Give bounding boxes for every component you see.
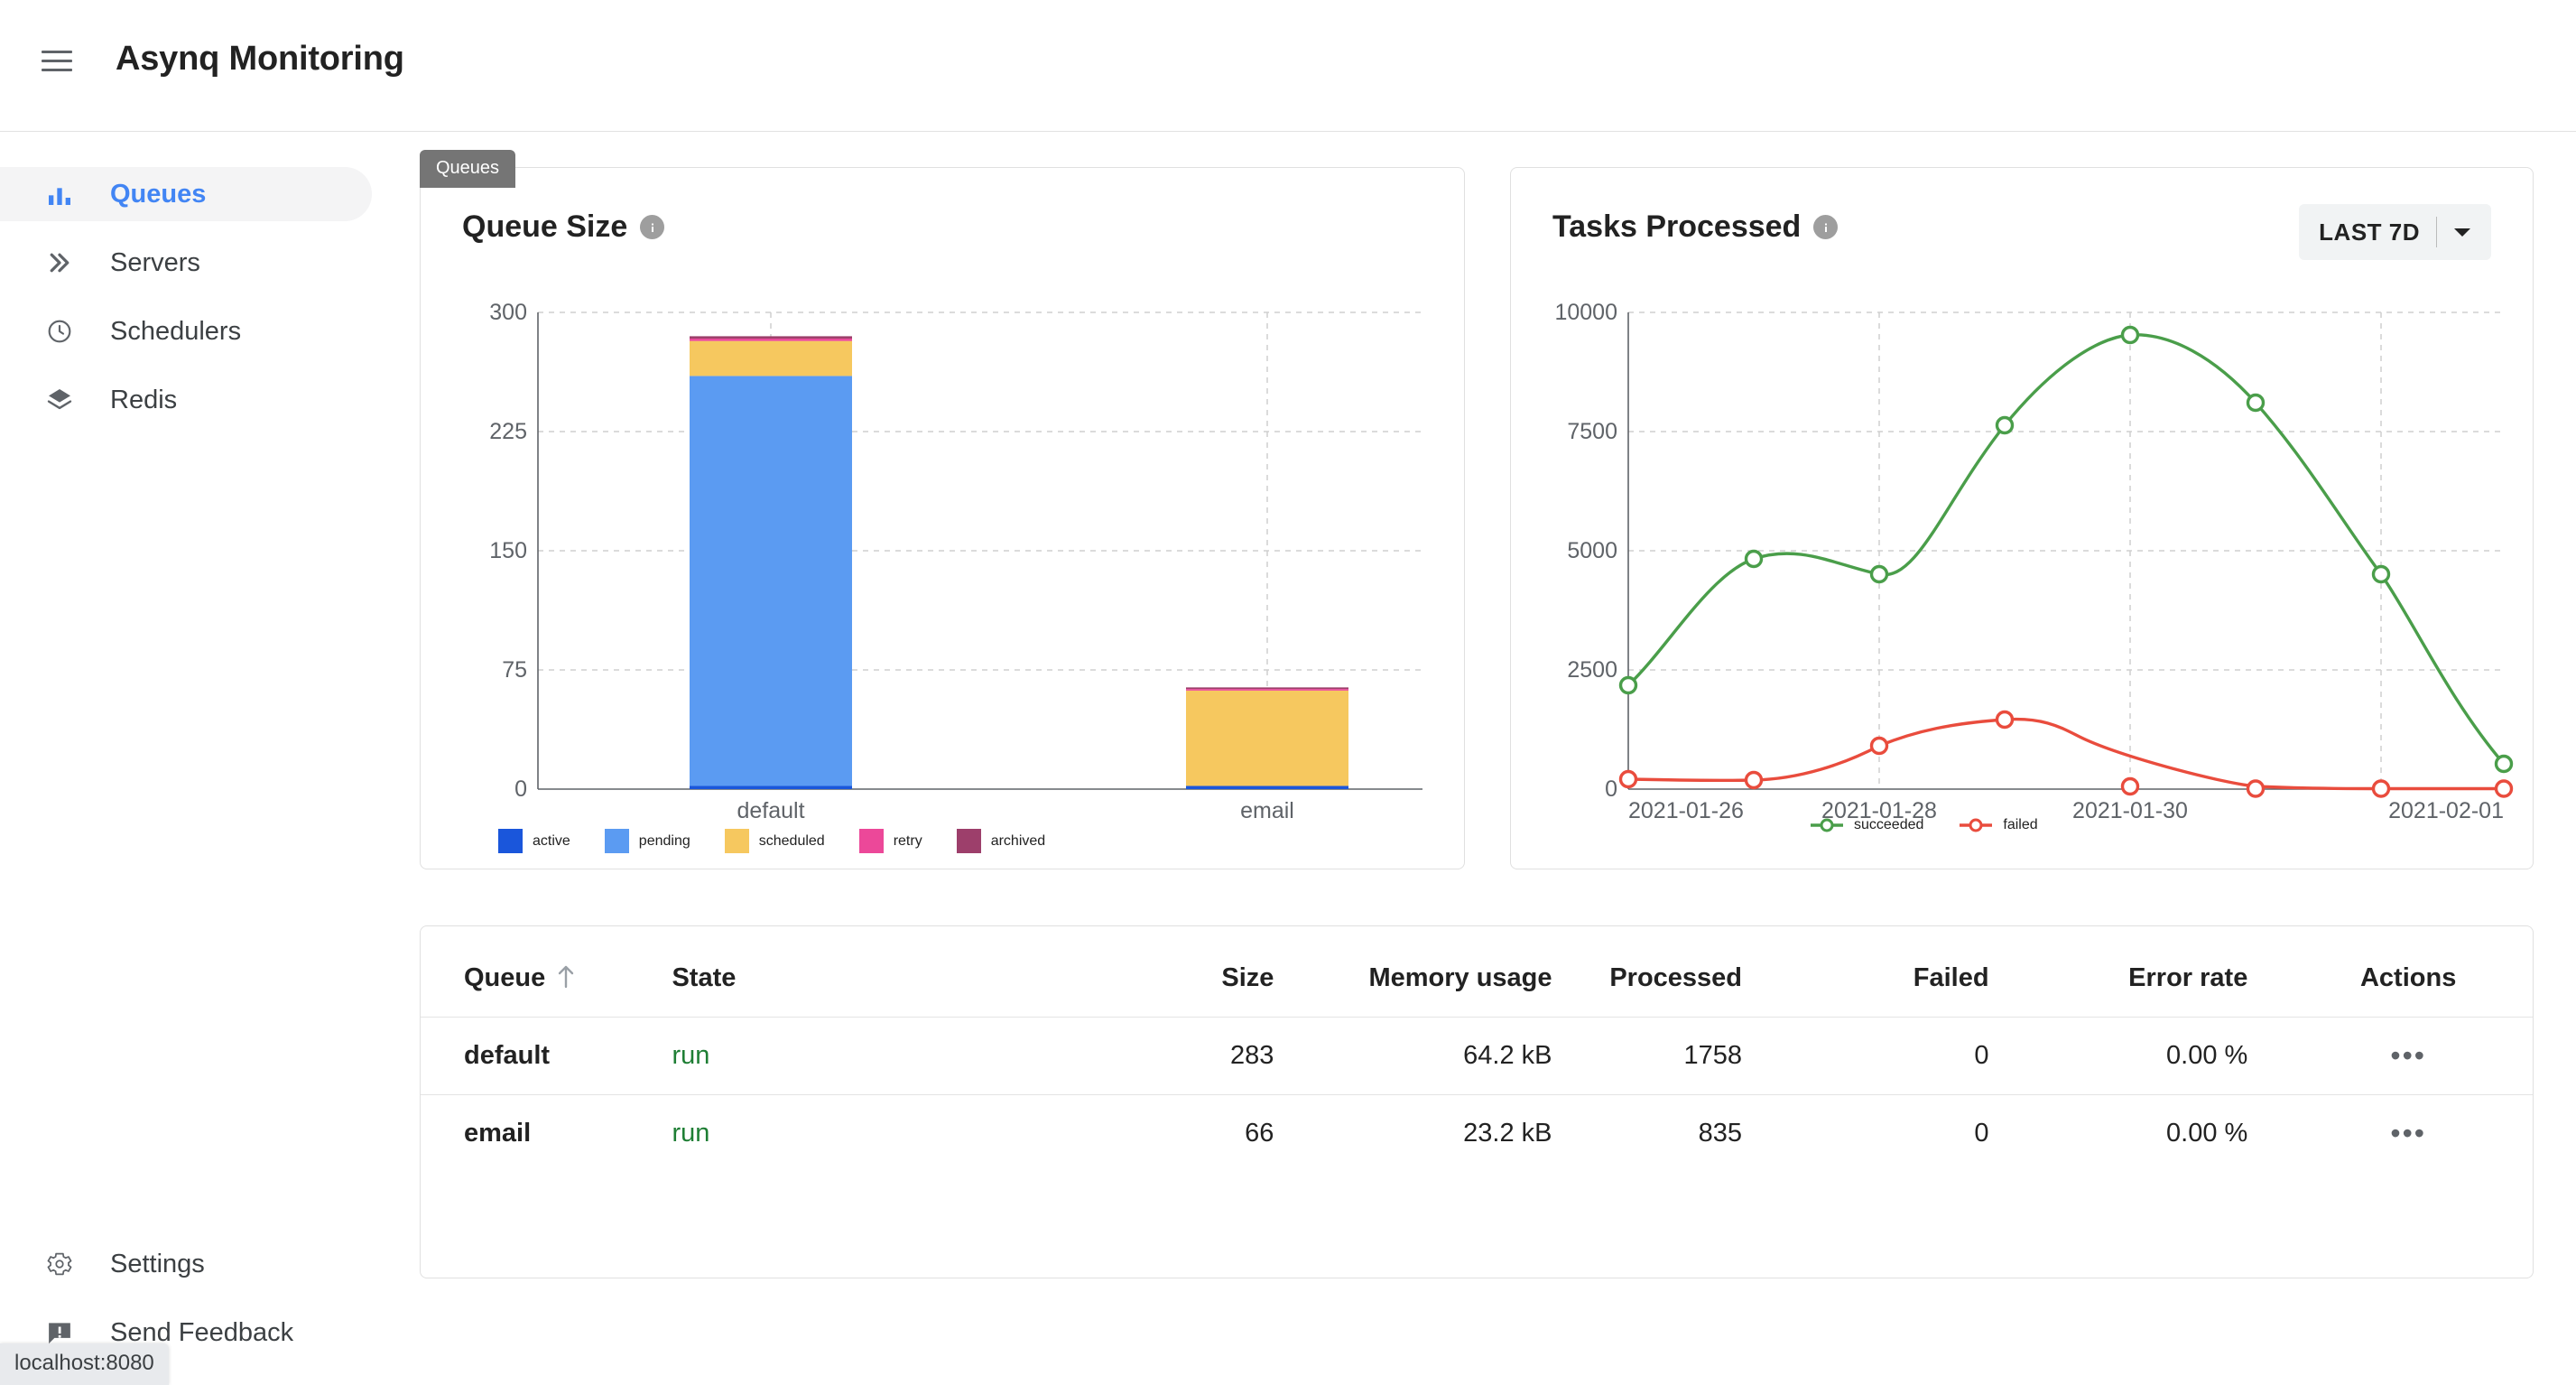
svg-text:0: 0 (514, 776, 527, 802)
svg-text:225: 225 (489, 419, 527, 444)
svg-text:2021-01-30: 2021-01-30 (2072, 798, 2188, 823)
svg-text:150: 150 (489, 538, 527, 563)
svg-text:0: 0 (1605, 776, 1617, 802)
svg-text:2021-02-01: 2021-02-01 (2388, 798, 2504, 823)
svg-text:5000: 5000 (1567, 538, 1617, 563)
svg-text:default: default (737, 798, 804, 823)
svg-text:7500: 7500 (1567, 419, 1617, 444)
svg-text:2500: 2500 (1567, 657, 1617, 683)
svg-text:10000: 10000 (1554, 300, 1617, 325)
svg-text:75: 75 (502, 657, 527, 683)
svg-text:2021-01-26: 2021-01-26 (1628, 798, 1744, 823)
svg-text:email: email (1240, 798, 1294, 823)
svg-text:300: 300 (489, 300, 527, 325)
